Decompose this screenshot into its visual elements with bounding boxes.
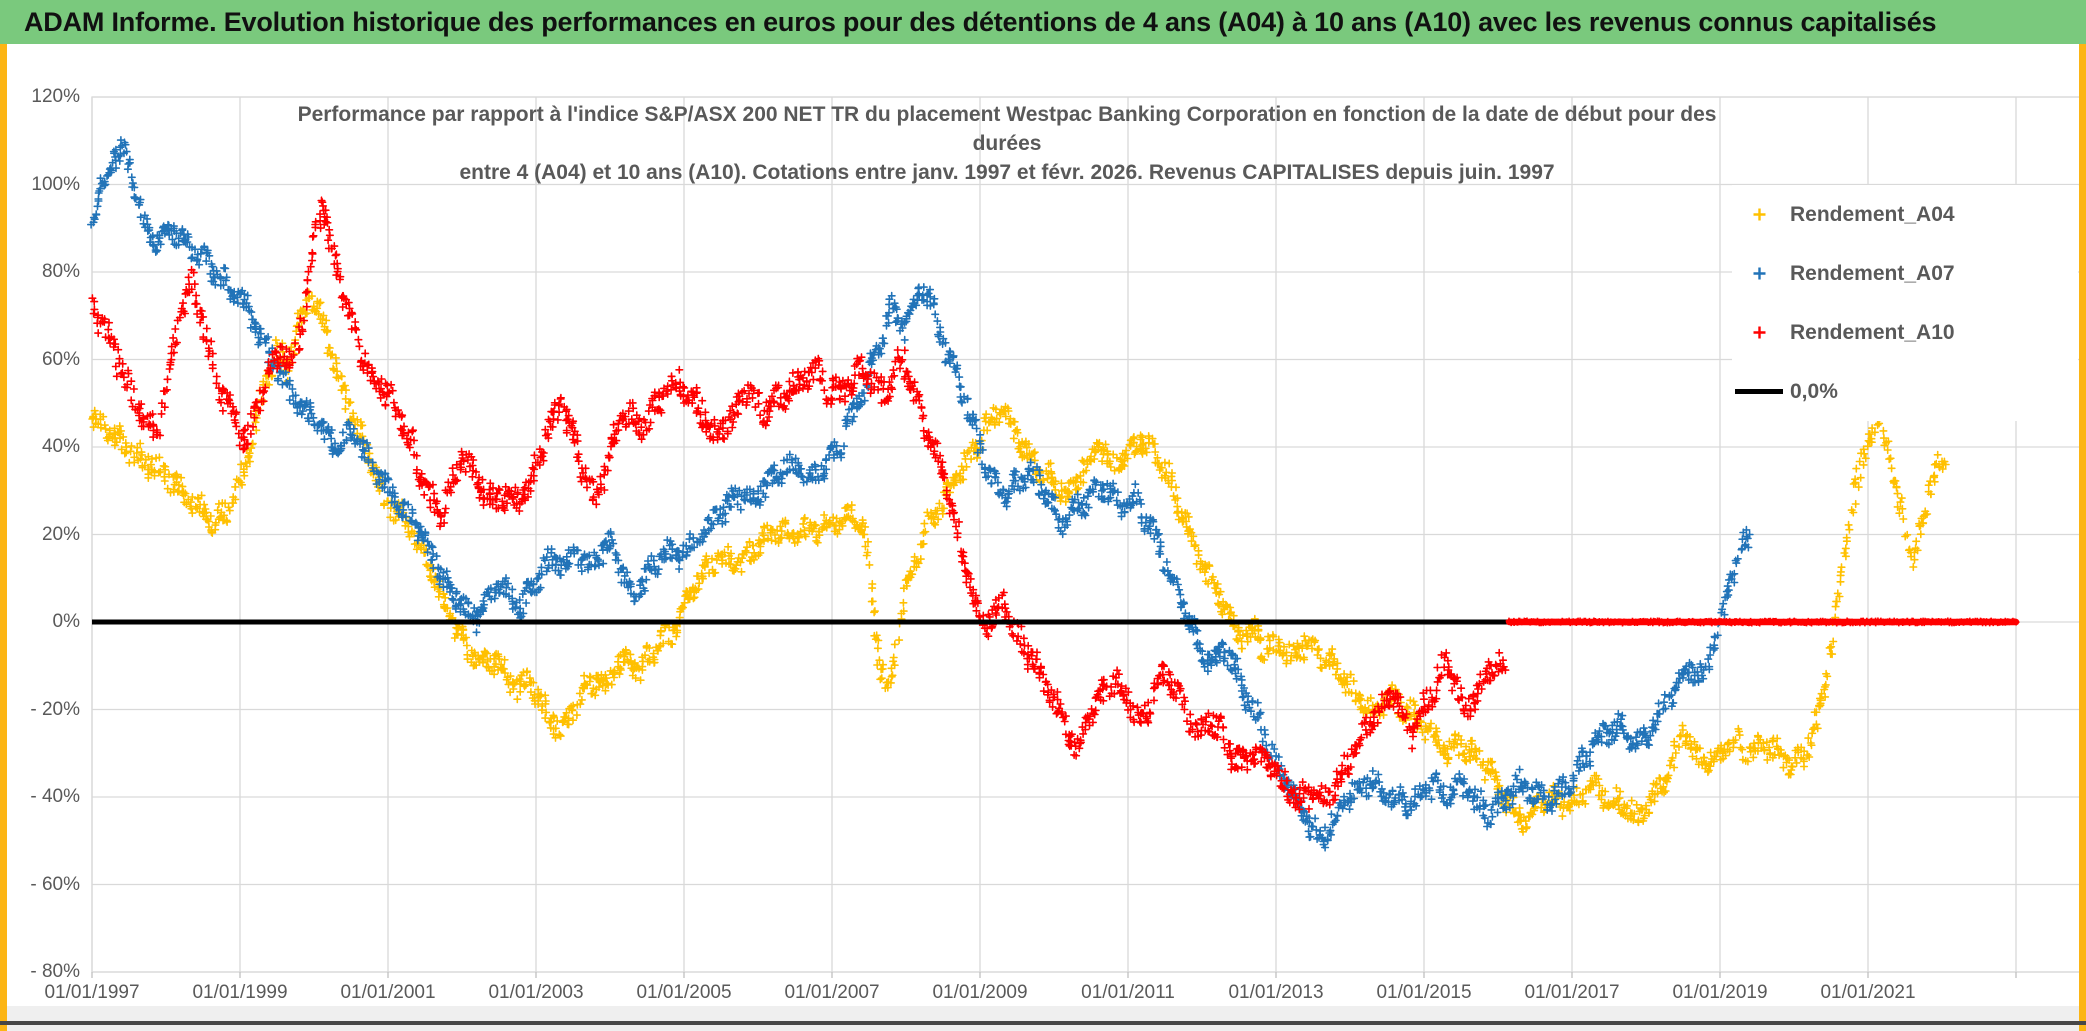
bottom-window-border bbox=[0, 1021, 2086, 1025]
y-tick-label: 80% bbox=[41, 261, 80, 282]
header-banner: ADAM Informe. Evolution historique des p… bbox=[0, 0, 2086, 44]
x-tick-label: 01/01/2001 bbox=[340, 982, 436, 1003]
left-edge-accent bbox=[0, 44, 7, 1031]
x-tick-label: 01/01/2005 bbox=[636, 982, 732, 1003]
y-tick-label: - 60% bbox=[30, 873, 80, 895]
legend-label: Rendement_A10 bbox=[1790, 320, 1955, 344]
chart-legend: Rendement_A04 Rendement_A07 Rendement_A10 0… bbox=[1732, 185, 2078, 421]
y-tick-label: - 40% bbox=[30, 786, 80, 807]
scatter-series-rendement_a04 bbox=[88, 288, 1950, 836]
chart-plot-svg bbox=[87, 96, 2081, 978]
x-tick-label: 01/01/2015 bbox=[1376, 982, 1472, 1003]
plus-marker-icon bbox=[1732, 266, 1786, 281]
y-tick-label: 40% bbox=[41, 436, 80, 457]
page-title: ADAM Informe. Evolution historique des p… bbox=[24, 6, 1937, 37]
x-tick-label: 01/01/1997 bbox=[44, 982, 140, 1003]
x-tick-label: 01/01/2019 bbox=[1672, 982, 1768, 1003]
legend-label: Rendement_A07 bbox=[1790, 261, 1955, 285]
y-tick-label: 60% bbox=[41, 348, 80, 370]
scatter-series-rendement_a10 bbox=[88, 196, 1510, 814]
y-tick-label: - 80% bbox=[30, 961, 80, 982]
x-tick-label: 01/01/2003 bbox=[488, 982, 584, 1003]
y-tick-label: 120% bbox=[31, 86, 80, 107]
x-axis-ticks bbox=[91, 972, 2017, 978]
legend-item-0-0-[interactable]: 0,0% bbox=[1732, 362, 2078, 421]
chart-region: Performance par rapport à l'indice S&P/A… bbox=[0, 44, 2086, 1006]
x-tick-label: 01/01/2011 bbox=[1081, 982, 1175, 1003]
x-tick-label: 01/01/2013 bbox=[1228, 982, 1324, 1003]
legend-item-rendement-a10[interactable]: Rendement_A10 bbox=[1732, 303, 2078, 362]
y-tick-label: 20% bbox=[41, 523, 80, 545]
legend-item-rendement-a07[interactable]: Rendement_A07 bbox=[1732, 244, 2078, 303]
plus-marker-icon bbox=[1732, 207, 1786, 222]
line-marker-icon bbox=[1732, 389, 1786, 394]
legend-label: Rendement_A04 bbox=[1790, 202, 1955, 226]
scatter-series-rendement_a07 bbox=[87, 136, 1754, 852]
zero-values-red-markers bbox=[1505, 617, 2020, 627]
plus-marker-icon bbox=[1732, 325, 1786, 340]
x-tick-label: 01/01/2007 bbox=[784, 982, 880, 1003]
bottom-strip bbox=[0, 1006, 2086, 1031]
legend-item-rendement-a04[interactable]: Rendement_A04 bbox=[1732, 185, 2078, 244]
y-tick-label: 100% bbox=[31, 173, 80, 195]
x-tick-label: 01/01/1999 bbox=[192, 982, 288, 1003]
y-tick-label: 0% bbox=[52, 611, 80, 632]
legend-label: 0,0% bbox=[1790, 379, 1838, 403]
chart-title: Performance par rapport à l'indice S&P/A… bbox=[92, 100, 1922, 187]
x-tick-label: 01/01/2021 bbox=[1820, 982, 1916, 1003]
right-edge-accent bbox=[2079, 44, 2086, 1031]
x-tick-label: 01/01/2009 bbox=[932, 982, 1028, 1003]
chart-title-line2: durées bbox=[972, 132, 1042, 155]
y-tick-label: - 20% bbox=[30, 698, 80, 720]
x-tick-label: 01/01/2017 bbox=[1524, 982, 1620, 1003]
chart-title-line1: Performance par rapport à l'indice S&P/A… bbox=[297, 103, 1717, 126]
chart-title-line3: entre 4 (A04) et 10 ans (A10). Cotations… bbox=[459, 161, 1555, 184]
